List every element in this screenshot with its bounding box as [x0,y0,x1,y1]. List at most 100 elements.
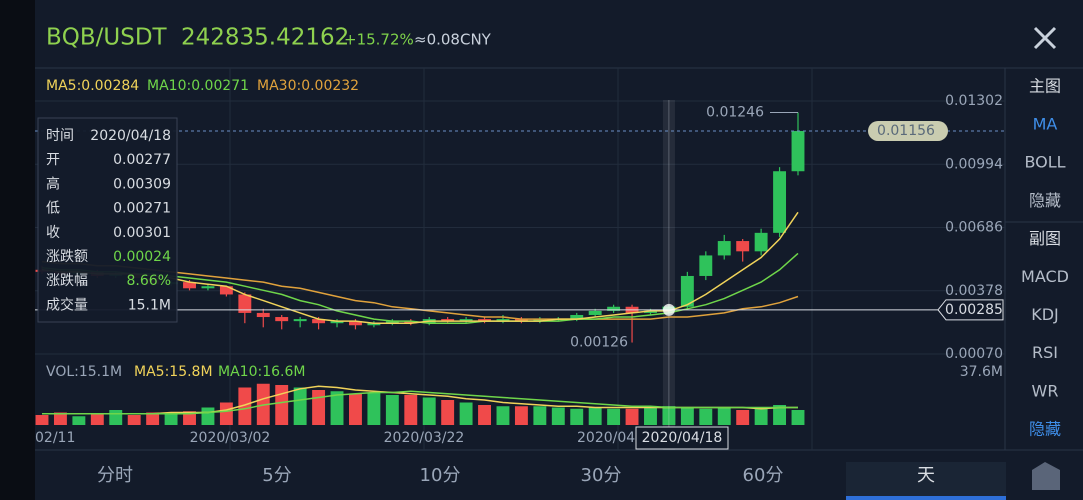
crosshair-date-box [635,426,729,450]
tab[interactable]: 分时 [97,465,133,486]
tab[interactable]: 30分 [581,465,622,486]
volume-bar [680,407,694,425]
volume-bar [496,406,510,425]
y-tick-label: 0.00994 [945,156,1003,172]
x-tick-label: 2020/04 [577,430,635,446]
candle-body [238,294,252,313]
cny: ≈0.08CNY [414,31,492,49]
volume-bar [275,385,289,425]
info-value: 0.00271 [113,201,171,217]
tab[interactable]: 60分 [743,465,784,486]
side-menu-item[interactable]: BOLL [1024,153,1065,172]
volume-bar [404,395,418,425]
volume-bar [35,415,49,425]
volume-bar [90,413,104,425]
candle-body [312,319,326,324]
vol-max-label: 37.6M [960,364,1003,380]
volume-bar [164,413,178,425]
x-tick-label: 2020/03/02 [190,430,271,446]
vol-ma10-line [42,390,798,415]
candle-body [256,312,270,318]
info-value: 0.00024 [113,249,171,265]
volume-bar [367,392,381,425]
crosshair-date: 2020/04/18 [642,430,723,446]
volume-bar [607,408,621,425]
y-tick-label: 0.00378 [945,283,1003,299]
tab[interactable]: 5分 [262,465,291,486]
left-edge [0,0,35,500]
candle-body [514,319,528,322]
tab[interactable]: 10分 [420,465,461,486]
icon[interactable] [1032,462,1060,490]
tab[interactable]: 天 [917,465,935,486]
volume-bar [533,406,547,425]
side-menu-item[interactable]: 隐藏 [1029,191,1061,210]
x-tick-label: 02/11 [35,430,75,446]
min-label: 0.00126 [570,335,628,351]
active-tab-bg [846,462,1006,500]
info-key: 涨跌幅 [46,273,88,289]
ma-legend: MA30:0.00232 [257,78,359,94]
info-key: 收 [46,225,60,241]
info-value: 0.00301 [113,225,171,241]
side-menu-item[interactable]: WR [1032,381,1059,400]
volume-bar [625,408,639,425]
volume-bar [238,387,252,425]
candle-body [496,319,510,322]
candle-body [644,310,657,313]
volume-bar [201,407,215,425]
side-menu-item[interactable]: MA [1033,115,1058,134]
candle-body [791,130,805,172]
volume-bar [514,406,528,425]
candle-body [293,319,307,322]
vol-legend: MA10:16.6M [218,364,305,380]
candle-body [588,310,602,315]
volume-bar [146,412,160,425]
volume-bar [717,407,731,425]
volume-bar [127,415,141,425]
info-key: 时间 [46,128,74,144]
candle-body [201,286,215,289]
side-menu-item[interactable]: MACD [1021,267,1069,286]
info-key: 高 [46,175,60,192]
side-menu-item[interactable]: 主图 [1029,77,1061,96]
volume-bar [349,393,362,425]
info-value: 2020/04/18 [90,128,171,144]
side-menu-item[interactable]: 隐藏 [1029,419,1061,438]
volume-bar [570,408,584,425]
info-panel [37,117,178,323]
candle-body [367,323,381,326]
crosshair-tag [937,299,1004,321]
candle-body [533,319,547,322]
price: 242835.42162 [181,25,349,51]
side-menu-item[interactable]: KDJ [1031,305,1059,324]
candle-body [736,241,750,252]
volume-bar [699,408,713,425]
y-tick-label: 0.00070 [945,346,1003,362]
volume-bar [72,416,86,425]
volume-bar [736,410,750,425]
volume-bar [183,411,196,425]
candle-body [699,255,713,276]
active-tab-underline [846,496,1006,500]
last-price-tag [868,120,948,141]
side-menu-item[interactable]: 副图 [1029,229,1061,248]
volume-bar [478,405,491,425]
side-menu-item[interactable]: RSI [1032,343,1058,362]
x-tick-label: 2020/03/22 [384,430,465,446]
candle-body [607,306,621,311]
info-key: 涨跌额 [46,249,88,265]
volume-bar [588,407,602,425]
volume-bar [459,402,473,425]
info-value: 0.00309 [113,176,171,192]
close-button[interactable] [1033,26,1057,50]
candle-body [385,321,399,324]
vol-legend: MA5:15.8M [134,364,213,380]
volume-bar [551,407,565,425]
volume-bar [754,408,768,425]
info-value: 15.1M [128,297,171,313]
info-value: 8.66% [127,273,171,289]
info-value: 0.00277 [113,152,171,168]
y-tick-label: 0.01302 [945,93,1003,109]
